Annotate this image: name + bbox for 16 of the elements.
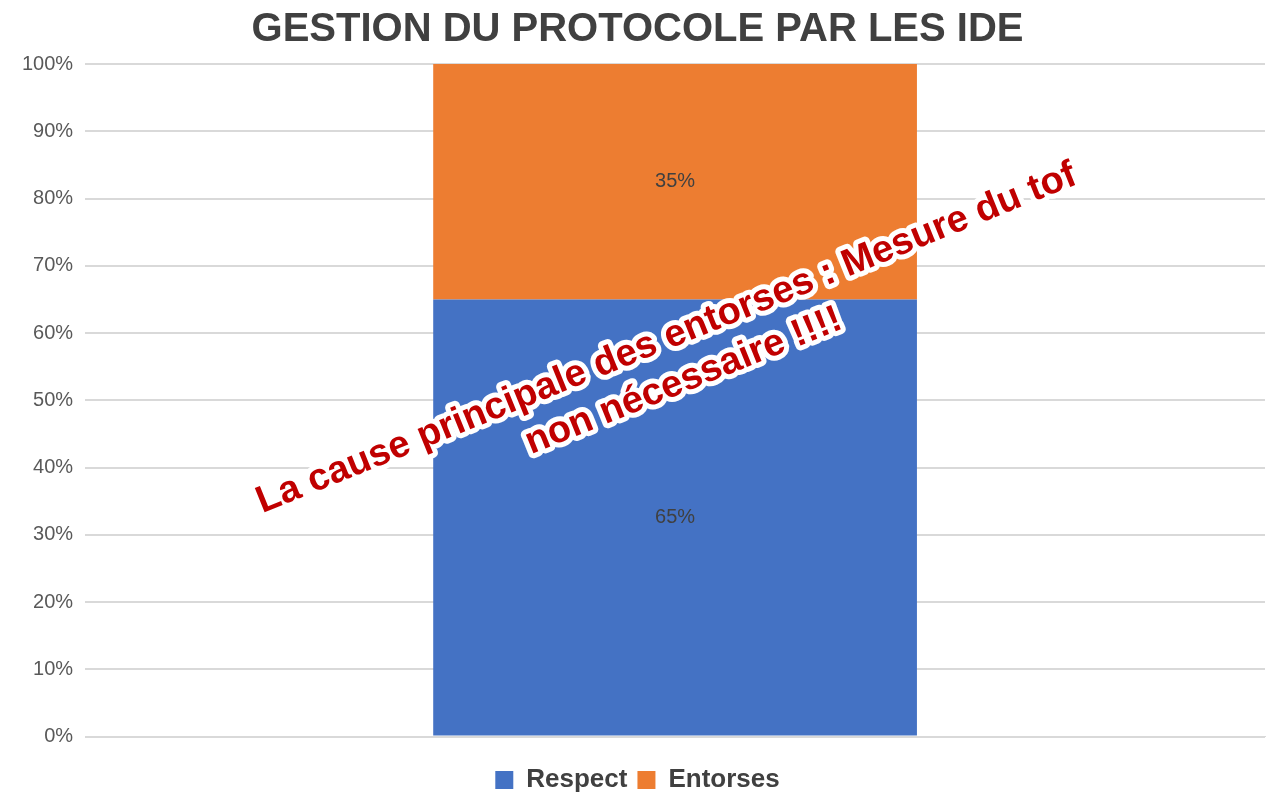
- y-tick-label: 70%: [33, 253, 74, 276]
- y-tick-label: 100%: [22, 51, 74, 74]
- y-tick-label: 20%: [33, 589, 74, 612]
- y-tick-label: 80%: [33, 186, 74, 209]
- y-tick-label: 60%: [33, 320, 74, 343]
- y-tick-label: 30%: [33, 522, 74, 545]
- y-tick-label: 0%: [44, 724, 74, 747]
- y-tick-label: 10%: [33, 656, 74, 679]
- y-tick-label: 40%: [33, 455, 74, 478]
- legend-label: Entorses: [668, 763, 780, 794]
- data-label: 65%: [655, 505, 696, 528]
- legend-label: Respect: [526, 763, 628, 794]
- y-tick-label: 50%: [33, 387, 74, 410]
- chart-title: GESTION DU PROTOCOLE PAR LES IDE: [251, 5, 1024, 50]
- y-tick-label: 90%: [33, 118, 74, 141]
- data-label: 35%: [655, 169, 696, 192]
